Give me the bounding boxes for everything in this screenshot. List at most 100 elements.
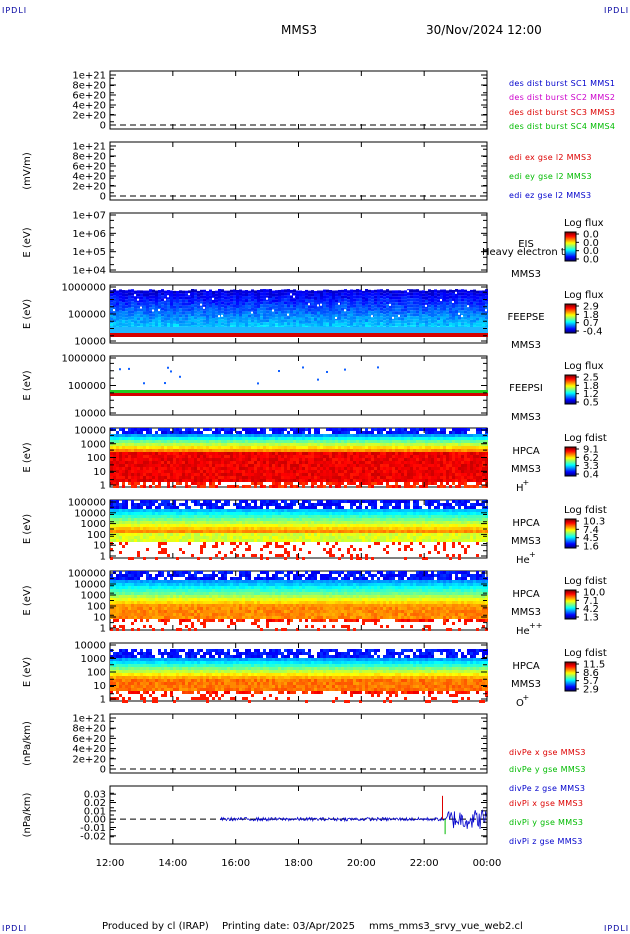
heatmap-cell xyxy=(137,464,140,467)
heatmap-cell xyxy=(341,437,344,440)
heatmap-cell xyxy=(128,289,131,293)
heatmap-cell xyxy=(170,440,173,443)
heatmap-cell xyxy=(485,322,488,326)
heatmap-cell xyxy=(131,458,134,461)
heatmap-cell xyxy=(356,467,359,470)
heatmap-cell xyxy=(200,461,203,464)
heatmap-cell xyxy=(209,461,212,464)
colorbar-cell xyxy=(565,249,576,251)
heatmap-cell xyxy=(113,434,116,437)
heatmap-cell xyxy=(365,292,368,296)
heatmap-cell xyxy=(113,292,116,296)
heatmap-cell xyxy=(227,473,230,476)
heatmap-cell xyxy=(311,443,314,446)
heatmap-cell xyxy=(434,301,437,305)
heatmap-cell xyxy=(131,431,134,434)
heatmap-cell xyxy=(383,333,386,337)
heatmap-cell xyxy=(131,446,134,449)
heatmap-cell xyxy=(347,308,350,312)
heatmap-cell xyxy=(368,473,371,476)
heatmap-cell xyxy=(167,290,170,294)
heatmap-cell xyxy=(350,461,353,464)
heatmap-cell xyxy=(254,431,257,434)
heatmap-cell xyxy=(275,333,278,337)
heatmap-cell xyxy=(128,470,131,473)
heatmap-cell xyxy=(473,313,476,317)
heatmap-cell xyxy=(323,455,326,458)
heatmap-cell xyxy=(302,470,305,473)
heatmap-cell xyxy=(140,455,143,458)
heatmap-cell xyxy=(305,470,308,473)
heatmap-cell xyxy=(137,470,140,473)
heatmap-cell xyxy=(110,317,113,321)
heatmap-cell xyxy=(392,333,395,337)
heatmap-cell xyxy=(359,482,362,485)
heatmap-cell xyxy=(200,479,203,482)
colorbar-cell xyxy=(565,397,576,399)
heatmap-cell xyxy=(266,298,269,302)
heatmap-cell xyxy=(344,470,347,473)
heatmap-cell xyxy=(209,458,212,461)
heatmap-cell xyxy=(377,298,380,302)
heatmap-cell xyxy=(470,479,473,482)
heatmap-cell xyxy=(461,482,464,485)
heatmap-cell xyxy=(191,470,194,473)
heatmap-cell xyxy=(281,446,284,449)
heatmap-cell xyxy=(320,443,323,446)
heatmap-cell xyxy=(407,476,410,479)
heatmap-cell xyxy=(284,443,287,446)
heatmap-cell xyxy=(377,458,380,461)
heatmap-cell xyxy=(161,322,164,326)
heatmap-cell xyxy=(335,314,338,318)
heatmap-cell xyxy=(353,289,356,293)
heatmap-cell xyxy=(368,455,371,458)
heatmap-cell xyxy=(425,434,428,437)
heatmap-cell xyxy=(458,482,461,485)
heatmap-cell xyxy=(482,446,485,449)
heatmap-cell xyxy=(281,313,284,317)
heatmap-cell xyxy=(167,327,170,333)
heatmap-cell xyxy=(266,437,269,440)
heatmap-cell xyxy=(458,428,461,431)
heatmap-cell xyxy=(389,290,392,294)
heatmap-cell xyxy=(461,313,464,317)
heatmap-cell xyxy=(272,479,275,482)
heatmap-cell xyxy=(284,327,287,333)
heatmap-cell xyxy=(356,473,359,476)
heatmap-cell xyxy=(329,311,332,315)
heatmap-cell xyxy=(392,473,395,476)
heatmap-cell xyxy=(116,443,119,446)
heatmap-cell xyxy=(194,304,197,308)
heatmap-cell xyxy=(230,319,233,323)
heatmap-cell xyxy=(251,304,254,308)
heatmap-cell xyxy=(143,440,146,443)
heatmap-cell xyxy=(440,322,443,326)
heatmap-cell xyxy=(251,333,254,337)
heatmap-cell xyxy=(437,461,440,464)
heatmap-cell xyxy=(161,431,164,434)
heatmap-cell xyxy=(404,431,407,434)
heatmap-cell xyxy=(443,313,446,317)
heatmap-cell xyxy=(245,323,248,327)
heatmap-cell xyxy=(440,431,443,434)
heatmap-cell xyxy=(485,390,488,393)
heatmap-cell xyxy=(203,319,206,323)
heatmap-cell xyxy=(311,327,314,333)
heatmap-cell xyxy=(224,434,227,437)
heatmap-cell xyxy=(197,314,200,318)
heatmap-cell xyxy=(275,482,278,485)
heatmap-cell xyxy=(386,446,389,449)
heatmap-cell xyxy=(365,434,368,437)
heatmap-cell xyxy=(245,467,248,470)
heatmap-cell xyxy=(467,308,470,312)
heatmap-cell xyxy=(335,464,338,467)
heatmap-cell xyxy=(164,327,167,333)
heatmap-cell xyxy=(293,428,296,431)
heatmap-cell xyxy=(473,440,476,443)
heatmap-cell xyxy=(425,449,428,452)
heatmap-cell xyxy=(329,434,332,437)
heatmap-cell xyxy=(341,313,344,317)
heatmap-cell xyxy=(434,467,437,470)
heatmap-cell xyxy=(344,446,347,449)
heatmap-cell xyxy=(251,295,254,299)
